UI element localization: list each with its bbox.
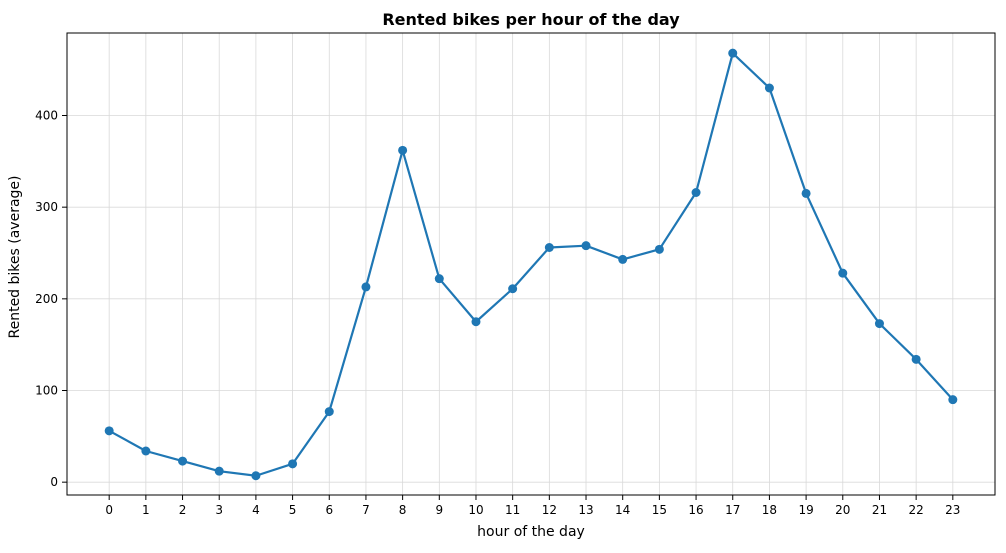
data-point [691,188,701,197]
data-point [471,317,481,327]
x-tick-label: 23 [945,503,960,517]
data-point [764,83,774,93]
y-tick-label: 400 [35,109,58,123]
y-axis-label: Rented bikes (average) [7,175,23,338]
series-line [108,52,954,477]
x-tick-label: 22 [908,503,923,517]
grid-lines [67,33,995,495]
data-point [398,145,408,155]
x-tick-label: 12 [542,503,557,517]
data-point [911,354,921,364]
data-point [544,243,554,252]
data-points [104,48,958,481]
x-axis-label: hour of the day [477,524,585,540]
x-tick-label: 11 [505,503,520,517]
x-tick-label: 9 [435,503,443,517]
x-tick-label: 8 [399,503,407,517]
data-point [288,459,298,469]
x-tick-label: 3 [215,503,223,517]
data-point [581,241,591,251]
data-point [508,284,518,294]
data-point [214,466,224,476]
x-tick-label: 15 [652,503,667,517]
data-point [251,471,261,481]
x-tick-label: 13 [578,503,593,517]
data-point [838,268,848,278]
data-point [434,274,444,284]
series-polyline [108,52,954,477]
x-tick-label: 1 [142,503,150,517]
x-tick-label: 19 [798,503,813,517]
x-tick-label: 2 [179,503,187,517]
data-point [361,282,371,292]
x-tick-label: 5 [289,503,297,517]
y-tick-label: 200 [35,292,58,306]
y-tick-label: 0 [50,475,58,489]
data-point [618,254,628,264]
chart-title: Rented bikes per hour of the day [382,10,680,29]
data-point [654,244,664,254]
x-tick-label: 17 [725,503,740,517]
data-point [141,446,151,456]
axes: 0 1 2 3 4 5 6 7 8 9 10 11 12 13 14 15 16 17 18 19 20 21 22 2301… [35,32,996,517]
x-tick-label: 7 [362,503,370,517]
data-point [178,456,188,466]
x-tick-label: 16 [688,503,703,517]
y-tick-label: 300 [35,200,58,214]
x-tick-label: 4 [252,503,260,517]
x-tick-label: 21 [872,503,887,517]
data-point [324,407,334,417]
plot-frame [66,32,996,496]
data-point [948,395,958,405]
x-tick-label: 6 [325,503,333,517]
x-tick-label: 20 [835,503,850,517]
x-tick-label: 18 [762,503,777,517]
data-point [104,426,114,436]
y-tick-label: 100 [35,384,58,398]
x-tick-label: 10 [468,503,483,517]
data-point [728,48,738,58]
data-point [874,319,884,329]
x-tick-label: 0 [105,503,113,517]
data-point [801,188,811,198]
x-tick-label: 14 [615,503,630,517]
